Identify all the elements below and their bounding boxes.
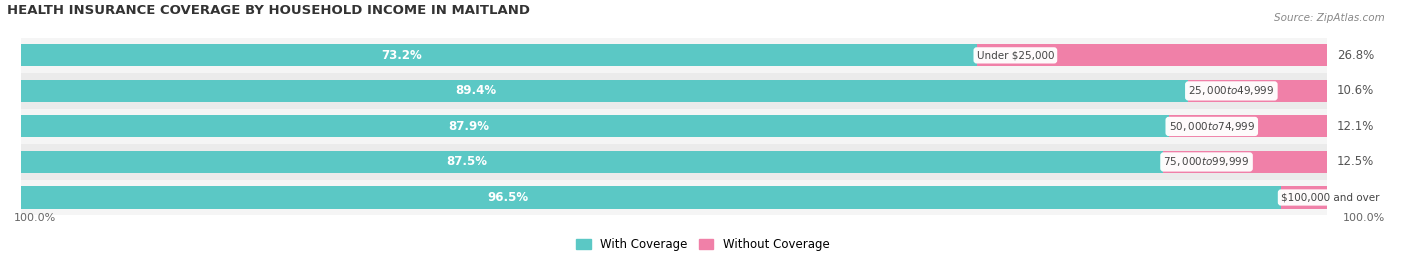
Bar <box>21 180 1327 215</box>
Bar <box>21 186 1281 208</box>
Text: $100,000 and over: $100,000 and over <box>1281 193 1379 203</box>
Text: 96.5%: 96.5% <box>488 191 529 204</box>
Bar <box>1188 80 1327 102</box>
Text: 26.8%: 26.8% <box>1337 49 1374 62</box>
Text: $25,000 to $49,999: $25,000 to $49,999 <box>1188 84 1274 97</box>
Bar <box>1163 151 1327 173</box>
Bar <box>21 109 1327 144</box>
Text: Under $25,000: Under $25,000 <box>977 50 1054 60</box>
Text: 12.1%: 12.1% <box>1337 120 1375 133</box>
Bar <box>1168 115 1327 137</box>
Bar <box>21 115 1168 137</box>
Bar <box>21 38 1327 73</box>
Text: $50,000 to $74,999: $50,000 to $74,999 <box>1168 120 1256 133</box>
Bar <box>21 80 1188 102</box>
Text: Source: ZipAtlas.com: Source: ZipAtlas.com <box>1274 13 1385 23</box>
Text: 10.6%: 10.6% <box>1337 84 1374 97</box>
Text: 87.5%: 87.5% <box>447 155 488 168</box>
Bar <box>21 44 977 66</box>
Text: 100.0%: 100.0% <box>14 213 56 223</box>
Text: 3.5%: 3.5% <box>1337 191 1367 204</box>
Bar <box>21 144 1327 180</box>
Bar <box>21 151 1163 173</box>
Legend: With Coverage, Without Coverage: With Coverage, Without Coverage <box>572 234 834 256</box>
Bar <box>1281 186 1327 208</box>
Bar <box>21 73 1327 109</box>
Text: 89.4%: 89.4% <box>456 84 496 97</box>
Text: 87.9%: 87.9% <box>449 120 489 133</box>
Text: 12.5%: 12.5% <box>1337 155 1374 168</box>
Text: HEALTH INSURANCE COVERAGE BY HOUSEHOLD INCOME IN MAITLAND: HEALTH INSURANCE COVERAGE BY HOUSEHOLD I… <box>7 4 530 17</box>
Text: 100.0%: 100.0% <box>1343 213 1385 223</box>
Text: 73.2%: 73.2% <box>381 49 422 62</box>
Text: $75,000 to $99,999: $75,000 to $99,999 <box>1163 155 1250 168</box>
Bar <box>977 44 1327 66</box>
